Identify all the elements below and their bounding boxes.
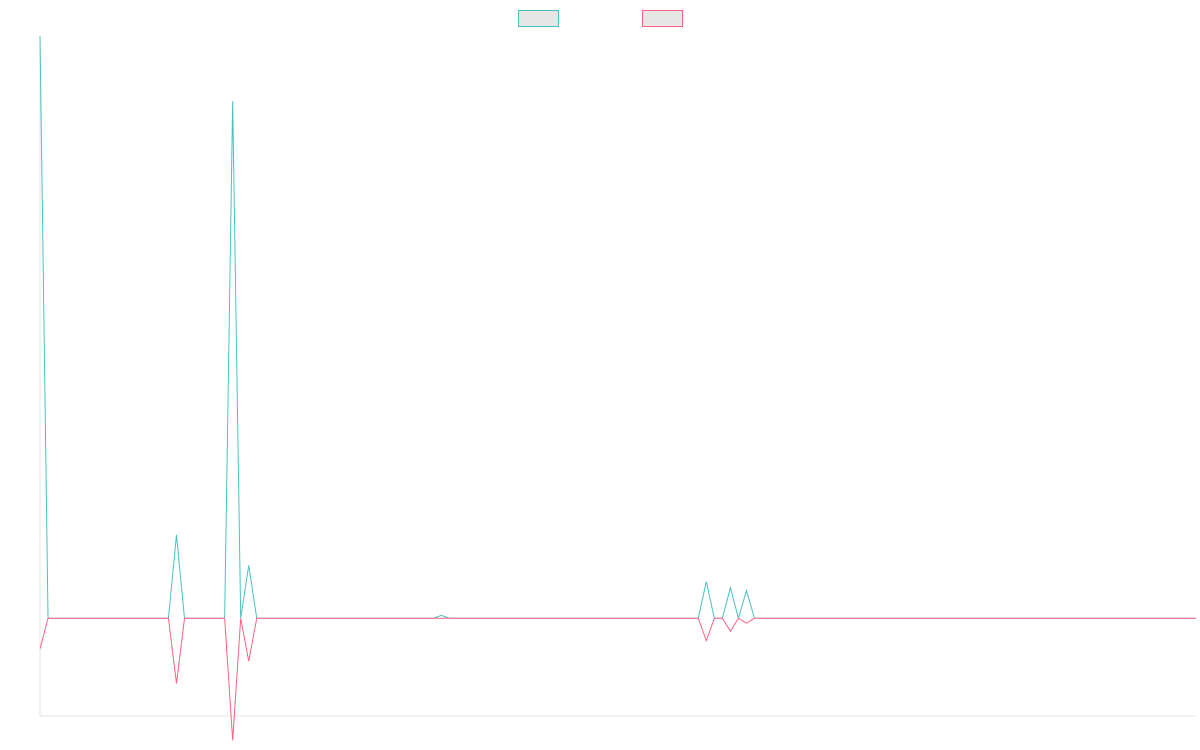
legend-swatch-1[interactable] bbox=[518, 10, 559, 27]
series-line-2 bbox=[39, 617, 1196, 741]
series-line-1 bbox=[39, 35, 1196, 621]
legend bbox=[518, 10, 683, 27]
axes bbox=[39, 36, 1196, 717]
legend-item-1[interactable] bbox=[518, 10, 559, 27]
legend-swatch-2[interactable] bbox=[642, 10, 683, 27]
series-layer bbox=[39, 35, 1196, 741]
legend-item-2[interactable] bbox=[642, 10, 683, 27]
